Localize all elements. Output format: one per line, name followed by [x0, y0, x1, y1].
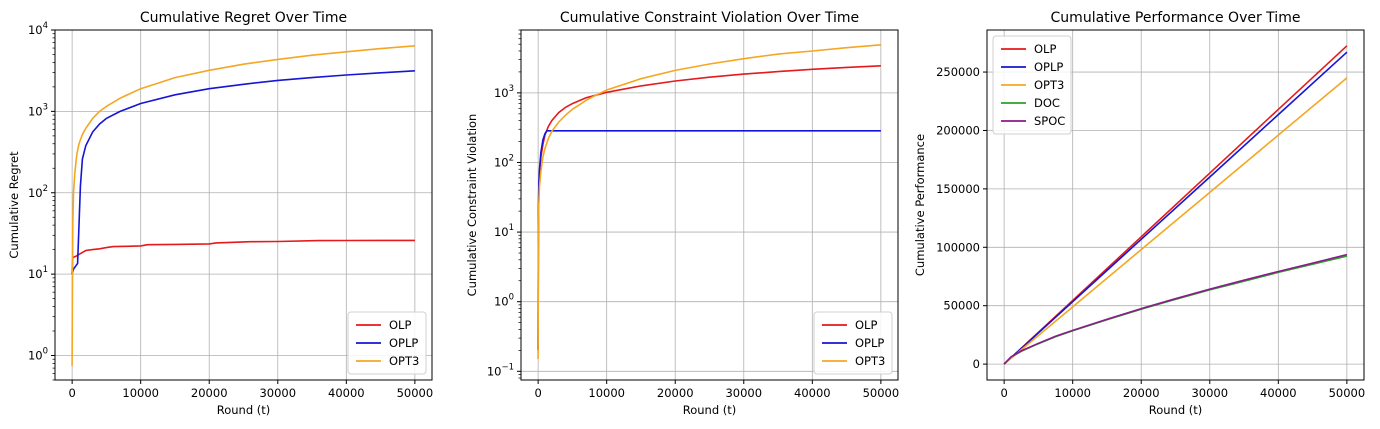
series-olp: [537, 65, 881, 351]
x-tick-label: 40000: [328, 386, 365, 400]
x-tick-label: 50000: [863, 386, 900, 400]
svg-text:DOC: DOC: [1034, 96, 1060, 110]
series-oplp: [71, 70, 415, 275]
y-tick-label: 101: [28, 265, 48, 281]
x-axis-label: Round (t): [683, 403, 737, 417]
x-tick-label: 10000: [588, 386, 625, 400]
legend: OLP OPLP OPT3: [813, 311, 893, 375]
plot-frame: [986, 29, 1365, 381]
x-axis-label: Round (t): [1149, 403, 1203, 417]
legend: OLP OPLP OPT3 DOC SPOC: [992, 35, 1072, 135]
x-tick-label: 50000: [1329, 386, 1366, 400]
chart-performance: 0 10000 20000 30000 40000 50000 0 50000 100000 15…: [913, 10, 1365, 417]
y-tick-label: 100000: [936, 240, 980, 254]
x-tick-label: 20000: [1123, 386, 1160, 400]
series-olp: [71, 239, 415, 275]
plot-frame: [54, 29, 433, 381]
plot-frame: [520, 29, 899, 381]
x-axis-label: Round (t): [217, 403, 271, 417]
chart-violation: 0 10000 20000 30000 40000 5000010−11001011021…: [465, 10, 899, 417]
series-oplp: [1003, 51, 1348, 365]
svg-text:OPT3: OPT3: [389, 354, 419, 368]
y-tick-label: 103: [494, 84, 514, 100]
svg-text:OPLP: OPLP: [389, 336, 418, 350]
x-tick-label: 40000: [794, 386, 831, 400]
series-group: [1003, 45, 1348, 365]
chart-regret: 0 10000 20000 30000 40000 5000010010110210310…: [7, 10, 433, 417]
x-axis: 0 10000 20000 30000 40000 50000: [1000, 380, 1365, 400]
x-tick-label: 30000: [725, 386, 762, 400]
svg-text:OLP: OLP: [389, 318, 411, 332]
y-tick-label: 50000: [943, 299, 980, 313]
legend-item-opt3: OPT3: [822, 354, 885, 368]
legend-item-spoc: SPOC: [1001, 114, 1065, 128]
legend-item-oplp: OPLP: [822, 336, 884, 350]
y-axis: 100 101 102 103 104: [28, 21, 55, 381]
y-tick-label: 103: [28, 102, 48, 118]
y-tick-label: 250000: [936, 65, 980, 79]
series-olp: [1003, 45, 1348, 365]
svg-text:OPT3: OPT3: [855, 354, 885, 368]
legend-item-opt3: OPT3: [356, 354, 419, 368]
x-tick-label: 40000: [1260, 386, 1297, 400]
y-tick-label: 0: [973, 357, 980, 371]
grid: [521, 30, 898, 380]
x-tick-label: 30000: [1191, 386, 1228, 400]
x-tick-label: 20000: [191, 386, 228, 400]
svg-text:OLP: OLP: [855, 318, 877, 332]
legend: OLP OPLP OPT3: [347, 311, 427, 375]
series-spoc: [1003, 253, 1348, 365]
y-axis: 10−1 100 101 102 103: [487, 29, 521, 379]
legend-item-olp: OLP: [356, 318, 411, 332]
series-group: [537, 44, 881, 360]
y-tick-label: 10−1: [487, 362, 514, 378]
x-tick-label: 30000: [259, 386, 296, 400]
y-axis-label: Cumulative Constraint Violation: [465, 114, 479, 297]
y-tick-label: 101: [494, 223, 514, 239]
x-axis: 0 10000 20000 30000 40000 50000: [534, 380, 899, 400]
legend-item-oplp: OPLP: [356, 336, 418, 350]
grid: [987, 30, 1364, 380]
x-tick-label: 10000: [1054, 386, 1091, 400]
y-tick-label: 100: [494, 293, 514, 309]
y-tick-label: 150000: [936, 182, 980, 196]
y-tick-label: 100: [28, 347, 48, 363]
chart-title: Cumulative Performance Over Time: [1051, 10, 1301, 26]
chart-title: Cumulative Regret Over Time: [140, 10, 347, 26]
series-opt3: [1003, 77, 1348, 365]
svg-text:OPLP: OPLP: [1034, 60, 1063, 74]
series-doc: [1003, 255, 1348, 365]
legend-item-doc: DOC: [1001, 96, 1060, 110]
svg-text:SPOC: SPOC: [1034, 114, 1065, 128]
svg-text:OPT3: OPT3: [1034, 78, 1064, 92]
svg-text:OPLP: OPLP: [855, 336, 884, 350]
x-tick-label: 10000: [122, 386, 159, 400]
series-opt3: [71, 45, 415, 366]
series-opt3: [537, 44, 881, 360]
y-axis: 0 50000 100000 150000 200000 250000: [936, 65, 987, 371]
y-tick-label: 102: [494, 153, 514, 169]
y-axis-label: Cumulative Regret: [7, 151, 21, 259]
y-tick-label: 200000: [936, 123, 980, 137]
x-tick-label: 0: [68, 386, 75, 400]
x-tick-label: 0: [534, 386, 541, 400]
series-group: [71, 45, 415, 366]
x-axis: 0 10000 20000 30000 40000 50000: [68, 380, 433, 400]
y-axis-label: Cumulative Performance: [913, 134, 927, 276]
legend-item-oplp: OPLP: [1001, 60, 1063, 74]
x-tick-label: 0: [1000, 386, 1007, 400]
legend-item-olp: OLP: [822, 318, 877, 332]
y-tick-label: 102: [28, 184, 48, 200]
chart-title: Cumulative Constraint Violation Over Tim…: [560, 10, 859, 26]
legend-item-opt3: OPT3: [1001, 78, 1064, 92]
y-tick-label: 104: [28, 21, 48, 37]
legend-item-olp: OLP: [1001, 42, 1056, 56]
x-tick-label: 50000: [397, 386, 434, 400]
x-tick-label: 20000: [657, 386, 694, 400]
svg-text:OLP: OLP: [1034, 42, 1056, 56]
